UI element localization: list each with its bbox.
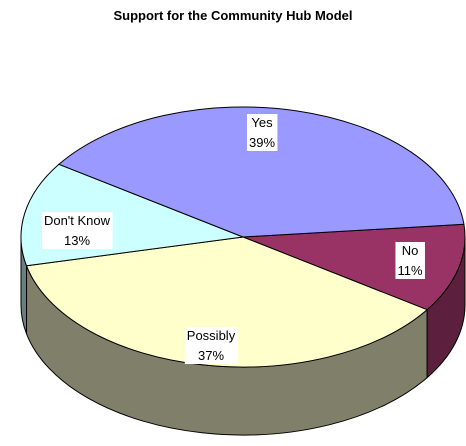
pie-slice-yes [57, 106, 465, 238]
pie-label-percent: 11% [397, 263, 422, 278]
pie-label-percent: 13% [64, 233, 90, 248]
pie-label-possibly: Possibly 37% [184, 327, 238, 364]
pie-label-category: No [402, 243, 419, 258]
chart-title: Support for the Community Hub Model [113, 8, 353, 23]
pie-label-box [41, 212, 113, 249]
pie-label-yes: Yes 39% [246, 114, 278, 151]
pie-label-don-t-know: Don't Know 13% [41, 212, 113, 249]
pie-label-box [246, 114, 278, 151]
pie-label-box [395, 242, 425, 279]
pie-label-category: Don't Know [44, 213, 111, 228]
pie-labels: No 11% Possibly 37% Don't Know 13% Yes 39% [41, 114, 425, 364]
pie-slice-possibly [25, 236, 429, 368]
pie-label-percent: 37% [198, 348, 224, 363]
pie-label-percent: 39% [249, 135, 275, 150]
pie-label-category: Yes [251, 115, 273, 130]
pie-label-no: No 11% [395, 242, 425, 279]
pie-label-category: Possibly [187, 328, 236, 343]
pie-label-box [184, 327, 238, 364]
